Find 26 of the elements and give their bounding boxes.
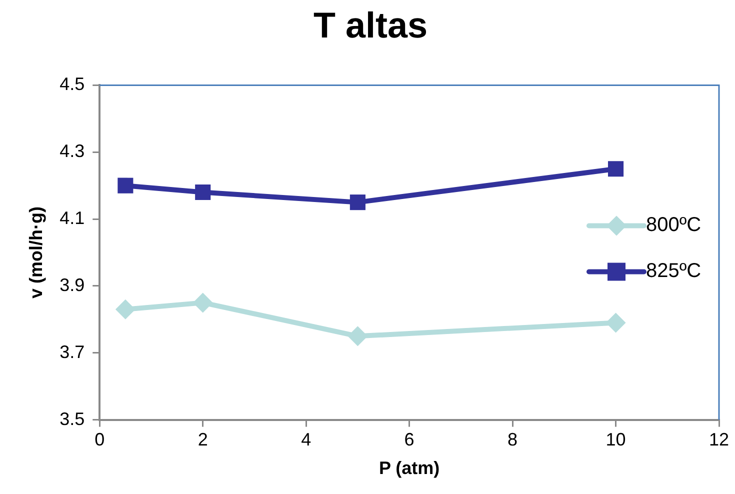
x-tick-label: 12 [708, 430, 730, 450]
x-tick-label: 4 [301, 430, 312, 450]
point [348, 326, 368, 346]
y-tick-label: 4.5 [60, 74, 85, 94]
point [608, 161, 624, 177]
y-tick-label: 4.1 [60, 208, 85, 228]
x-axis-title: P (atm) [378, 458, 440, 478]
point [118, 178, 134, 194]
x-tick-label: 2 [198, 430, 208, 450]
y-tick-label: 3.5 [60, 408, 85, 429]
x-tick-label: 0 [94, 430, 105, 450]
legend-label: 825ºC [646, 260, 702, 282]
point [606, 312, 626, 333]
x-tick-label: 8 [508, 430, 518, 450]
y-tick-label: 4.3 [60, 141, 85, 162]
legend-label: 800ºC [646, 214, 702, 236]
point [192, 292, 213, 313]
x-tick-label: 6 [404, 430, 414, 450]
y-axis-title: v (mol/h·g) [26, 206, 46, 298]
point [195, 184, 211, 200]
point [350, 194, 366, 210]
chart-title: T altas [313, 4, 428, 46]
point [115, 299, 136, 320]
y-tick-label: 3.7 [60, 342, 85, 362]
y-tick-label: 3.9 [60, 274, 85, 295]
x-tick-label: 10 [606, 430, 626, 450]
